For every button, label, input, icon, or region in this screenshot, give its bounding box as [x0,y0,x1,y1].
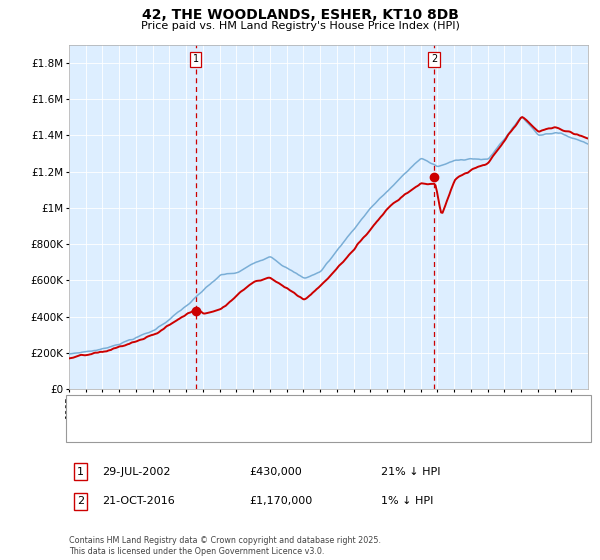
Text: Price paid vs. HM Land Registry's House Price Index (HPI): Price paid vs. HM Land Registry's House … [140,21,460,31]
Text: 2: 2 [77,496,84,506]
Text: 42, THE WOODLANDS, ESHER, KT10 8DB: 42, THE WOODLANDS, ESHER, KT10 8DB [142,8,458,22]
Text: 21-OCT-2016: 21-OCT-2016 [102,496,175,506]
Text: 1: 1 [77,466,84,477]
Text: £1,170,000: £1,170,000 [249,496,312,506]
Text: ———: ——— [79,423,114,436]
Text: 42, THE WOODLANDS, ESHER, KT10 8DB (detached house): 42, THE WOODLANDS, ESHER, KT10 8DB (deta… [111,404,418,414]
Text: 1% ↓ HPI: 1% ↓ HPI [381,496,433,506]
Text: Contains HM Land Registry data © Crown copyright and database right 2025.
This d: Contains HM Land Registry data © Crown c… [69,536,381,556]
Text: 1: 1 [193,54,199,64]
Text: 21% ↓ HPI: 21% ↓ HPI [381,466,440,477]
Text: ———: ——— [79,403,114,416]
Text: 2: 2 [431,54,437,64]
Text: 29-JUL-2002: 29-JUL-2002 [102,466,170,477]
Text: HPI: Average price, detached house, Elmbridge: HPI: Average price, detached house, Elmb… [111,424,357,434]
Text: £430,000: £430,000 [249,466,302,477]
